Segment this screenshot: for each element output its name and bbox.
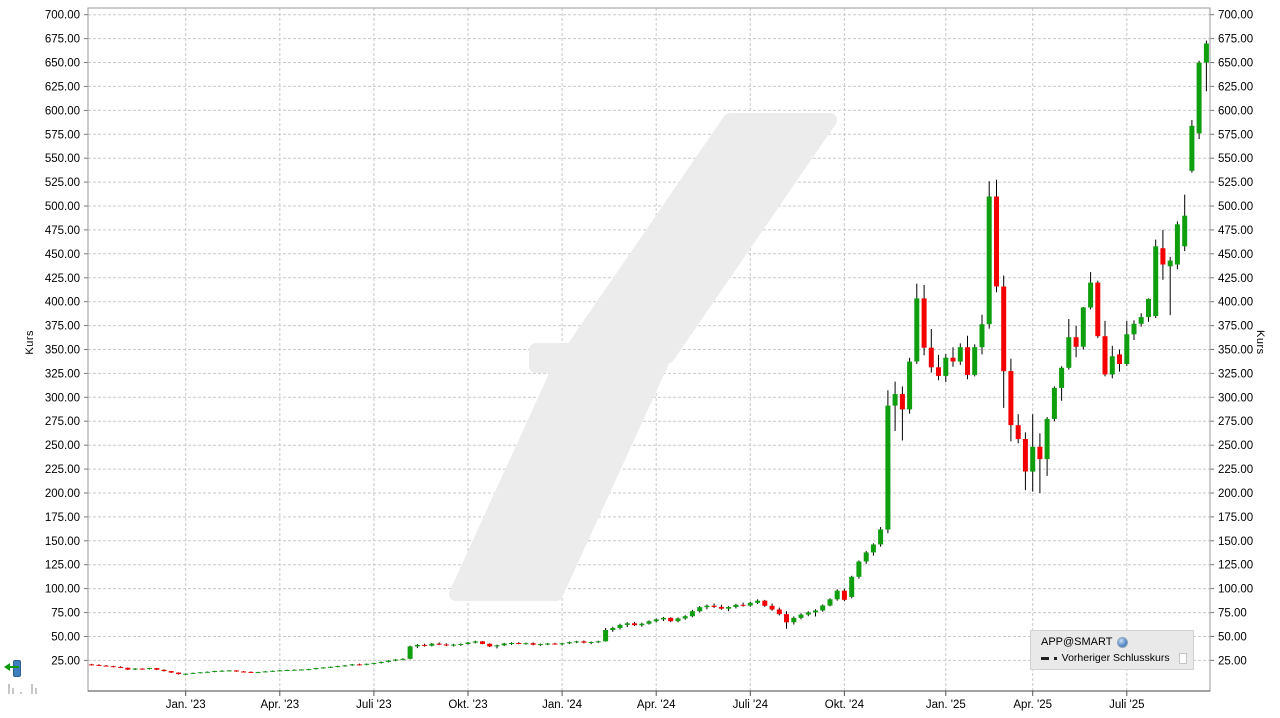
svg-text:225.00: 225.00	[1218, 464, 1253, 476]
svg-text:300.00: 300.00	[45, 392, 80, 404]
svg-text:575.00: 575.00	[1218, 129, 1253, 141]
svg-text:325.00: 325.00	[45, 368, 80, 380]
svg-text:25.00: 25.00	[1218, 655, 1247, 667]
svg-text:500.00: 500.00	[45, 201, 80, 213]
dashed-line-marker-icon	[1041, 656, 1057, 660]
svg-text:150.00: 150.00	[1218, 536, 1253, 548]
svg-text:650.00: 650.00	[1218, 58, 1253, 70]
legend-symbol-label: APP@SMART	[1041, 636, 1113, 648]
svg-text:325.00: 325.00	[1218, 368, 1253, 380]
svg-text:75.00: 75.00	[51, 608, 80, 620]
globe-icon	[1117, 636, 1129, 648]
svg-text:350.00: 350.00	[1218, 345, 1253, 357]
svg-text:75.00: 75.00	[1218, 608, 1247, 620]
chart-legend[interactable]: APP@SMART Vorheriger Schlusskurs	[1030, 630, 1194, 670]
svg-text:375.00: 375.00	[1218, 321, 1253, 333]
chart-marker-tool-icon[interactable]	[4, 659, 32, 677]
svg-text:600.00: 600.00	[45, 105, 80, 117]
svg-text:Apr. '23: Apr. '23	[260, 699, 299, 711]
svg-text:675.00: 675.00	[1218, 34, 1253, 46]
y-axis-title-right: Kurs	[1254, 330, 1266, 355]
svg-text:700.00: 700.00	[1218, 10, 1253, 22]
svg-text:25.00: 25.00	[51, 655, 80, 667]
svg-text:500.00: 500.00	[1218, 201, 1253, 213]
svg-text:100.00: 100.00	[45, 584, 80, 596]
svg-text:50.00: 50.00	[1218, 632, 1247, 644]
svg-text:525.00: 525.00	[45, 177, 80, 189]
svg-text:400.00: 400.00	[45, 297, 80, 309]
legend-overlay-label: Vorheriger Schlusskurs	[1061, 652, 1170, 664]
svg-text:300.00: 300.00	[1218, 392, 1253, 404]
svg-text:Juli '23: Juli '23	[356, 699, 391, 711]
svg-text:125.00: 125.00	[45, 560, 80, 572]
svg-text:350.00: 350.00	[45, 345, 80, 357]
svg-text:675.00: 675.00	[45, 34, 80, 46]
svg-text:625.00: 625.00	[1218, 81, 1253, 93]
svg-text:575.00: 575.00	[45, 129, 80, 141]
svg-text:Apr. '25: Apr. '25	[1013, 699, 1052, 711]
svg-text:Jan. '24: Jan. '24	[542, 699, 583, 711]
svg-text:Juli '24: Juli '24	[733, 699, 769, 711]
svg-text:50.00: 50.00	[51, 632, 80, 644]
svg-text:275.00: 275.00	[45, 416, 80, 428]
svg-text:450.00: 450.00	[45, 249, 80, 261]
svg-text:100.00: 100.00	[1218, 584, 1253, 596]
svg-text:525.00: 525.00	[1218, 177, 1253, 189]
svg-text:125.00: 125.00	[1218, 560, 1253, 572]
green-arrow-icon	[6, 666, 19, 668]
blue-bar-icon	[13, 660, 21, 677]
svg-text:200.00: 200.00	[45, 488, 80, 500]
svg-text:175.00: 175.00	[45, 512, 80, 524]
svg-text:700.00: 700.00	[45, 10, 80, 22]
svg-text:175.00: 175.00	[1218, 512, 1253, 524]
svg-text:450.00: 450.00	[1218, 249, 1253, 261]
svg-text:225.00: 225.00	[45, 464, 80, 476]
svg-text:250.00: 250.00	[1218, 440, 1253, 452]
svg-text:550.00: 550.00	[45, 153, 80, 165]
svg-text:Jan. '23: Jan. '23	[166, 699, 206, 711]
svg-text:625.00: 625.00	[45, 81, 80, 93]
svg-text:Okt. '23: Okt. '23	[448, 699, 487, 711]
svg-text:250.00: 250.00	[45, 440, 80, 452]
svg-text:425.00: 425.00	[1218, 273, 1253, 285]
svg-text:Okt. '24: Okt. '24	[825, 699, 865, 711]
svg-text:425.00: 425.00	[45, 273, 80, 285]
svg-text:150.00: 150.00	[45, 536, 80, 548]
svg-text:275.00: 275.00	[1218, 416, 1253, 428]
svg-text:400.00: 400.00	[1218, 297, 1253, 309]
y-axis-title-left: Kurs	[24, 330, 36, 355]
svg-text:475.00: 475.00	[45, 225, 80, 237]
svg-text:475.00: 475.00	[1218, 225, 1253, 237]
mini-bars-icon[interactable]	[7, 681, 51, 696]
svg-text:200.00: 200.00	[1218, 488, 1253, 500]
svg-text:375.00: 375.00	[45, 321, 80, 333]
svg-text:Juli '25: Juli '25	[1109, 699, 1144, 711]
green-arrowhead-icon	[4, 663, 10, 671]
legend-checkbox[interactable]	[1178, 652, 1187, 664]
svg-text:Apr. '24: Apr. '24	[637, 699, 676, 711]
svg-text:650.00: 650.00	[45, 58, 80, 70]
svg-text:550.00: 550.00	[1218, 153, 1253, 165]
svg-text:600.00: 600.00	[1218, 105, 1253, 117]
svg-text:Jan. '25: Jan. '25	[926, 699, 966, 711]
